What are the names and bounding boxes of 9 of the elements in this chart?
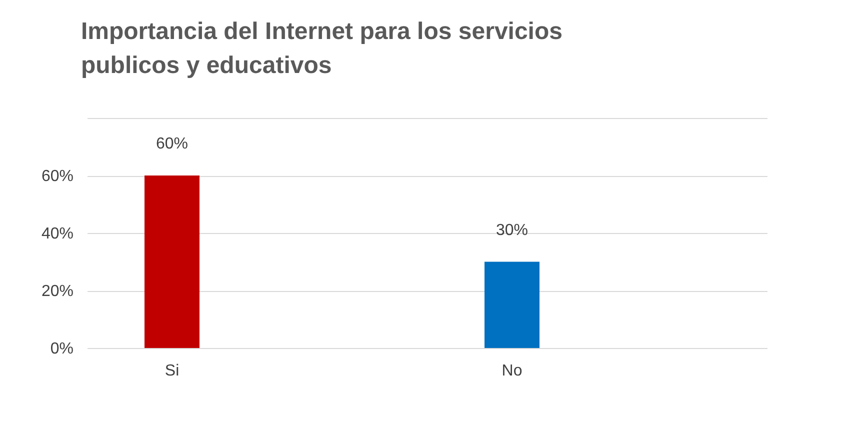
y-tick-label: 40% <box>41 226 74 242</box>
data-label: 60% <box>156 136 188 152</box>
y-tick-label: 0% <box>50 340 74 358</box>
x-tick-label: Si <box>164 362 180 380</box>
y-tick-label: 20% <box>41 283 74 300</box>
y-tick-label: 60% <box>41 168 74 185</box>
chart-title: Importancia del Internet para los servicios publicos y educativos <box>80 18 562 79</box>
x-tick-label: No <box>502 362 522 380</box>
data-label: 30% <box>496 222 528 239</box>
